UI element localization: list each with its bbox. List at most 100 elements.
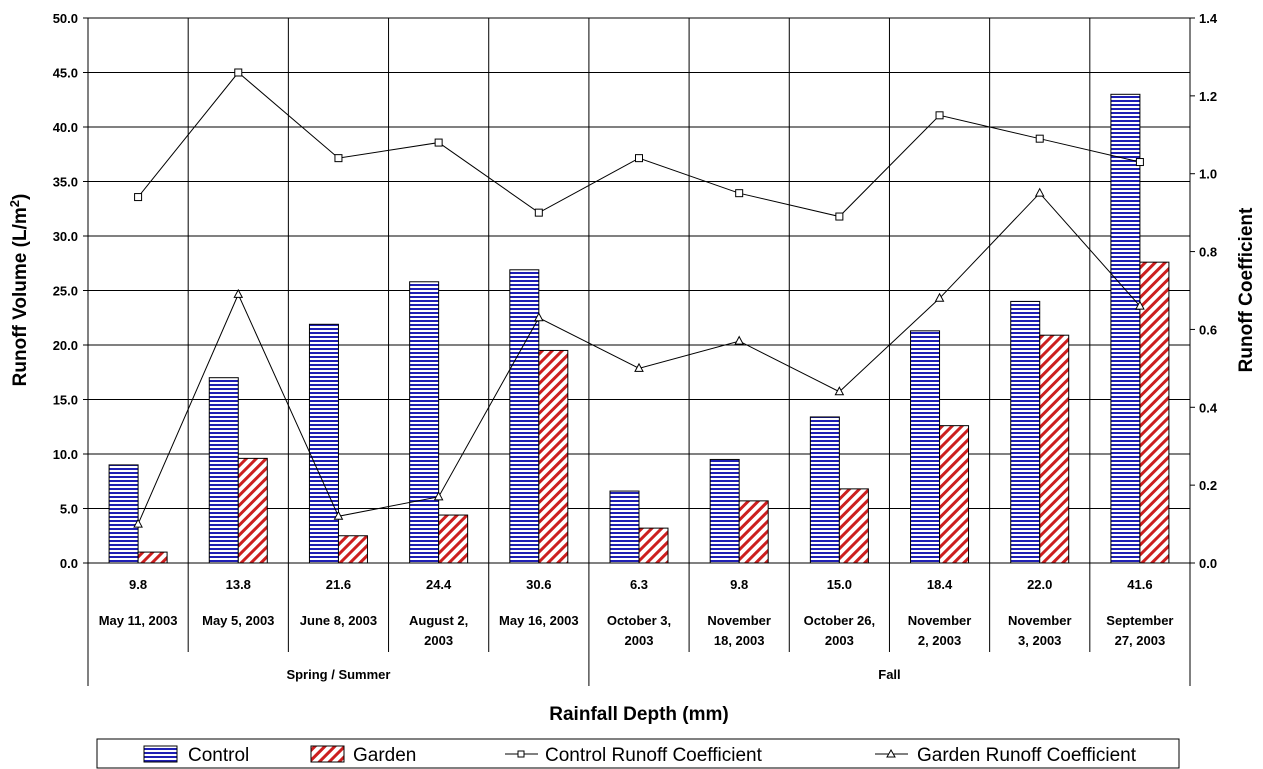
bar-garden (237, 457, 268, 564)
point-garden-coef (834, 386, 845, 396)
category-depth-label: 15.0 (827, 577, 852, 592)
group-label: Fall (878, 667, 900, 682)
bar-garden (738, 500, 769, 564)
y2-tick-label: 1.2 (1199, 89, 1217, 104)
y2-tick-label: 0.2 (1199, 478, 1217, 493)
point-control-coef (735, 189, 744, 198)
legend: Control Garden Control Runoff Coefficien… (96, 738, 1180, 769)
category-depth-label: 6.3 (630, 577, 648, 592)
point-garden-coef (433, 491, 444, 501)
bar-garden (838, 488, 869, 564)
y-tick-label: 0.0 (60, 556, 78, 571)
point-control-coef (1135, 158, 1144, 167)
y-tick-label: 50.0 (53, 11, 78, 26)
bar-control (609, 490, 640, 564)
bar-control (910, 330, 941, 564)
axes (83, 17, 1195, 686)
category-depth-label: 24.4 (426, 577, 452, 592)
bar-control (208, 377, 239, 564)
bar-control (709, 458, 740, 564)
point-garden-coef (1034, 187, 1045, 197)
bar-garden (438, 514, 469, 564)
category-labels: 9.8 May 11, 2003 13.8 May 5, 2003 21.6 June 8… (99, 577, 1174, 682)
category-date-label: November (908, 613, 972, 628)
point-control-coef (1035, 134, 1044, 143)
category-date-label: 18, 2003 (714, 633, 765, 648)
category-date-label: 3, 2003 (1018, 633, 1061, 648)
y2-axis-title: Runoff Coefficient (1236, 207, 1257, 372)
y-tick-label: 40.0 (53, 120, 78, 135)
y2-tick-label: 0.8 (1199, 245, 1217, 260)
legend-label-control-coef: Control Runoff Coefficient (545, 745, 763, 766)
bar-garden (137, 551, 168, 564)
y2-tick-label: 1.0 (1199, 167, 1217, 182)
bar-control (509, 269, 540, 564)
category-date-label: May 16, 2003 (499, 613, 579, 628)
bar-garden (1039, 334, 1070, 564)
y-axis-title-main: Runoff Volume (L/m (10, 207, 31, 386)
category-date-label: May 5, 2003 (202, 613, 274, 628)
y-tick-label: 45.0 (53, 66, 78, 81)
point-control-coef (534, 208, 543, 217)
bar-garden (939, 425, 970, 564)
point-control-coef (334, 154, 343, 163)
legend-label-garden: Garden (353, 745, 416, 766)
point-garden-coef (634, 362, 644, 372)
category-date-label: October 26, (804, 613, 876, 628)
category-date-label: August 2, (409, 613, 468, 628)
category-date-label: June 8, 2003 (300, 613, 377, 628)
point-garden-coef (233, 288, 244, 298)
legend-swatch-garden (310, 745, 345, 763)
bar-garden (638, 527, 669, 564)
legend-marker-control-coef (517, 750, 525, 758)
point-garden-coef (1135, 300, 1145, 310)
point-control-coef (134, 193, 143, 202)
bar-garden (337, 535, 368, 564)
bar-control (809, 416, 840, 564)
category-date-label: May 11, 2003 (99, 613, 178, 628)
legend-label-control: Control (188, 745, 249, 766)
category-date-label: 2003 (825, 633, 854, 648)
category-date-label: 2, 2003 (918, 633, 961, 648)
category-depth-label: 9.8 (129, 577, 147, 592)
bar-control (1010, 300, 1041, 564)
group-label: Spring / Summer (286, 667, 390, 682)
point-control-coef (935, 111, 944, 120)
category-depth-label: 41.6 (1127, 577, 1152, 592)
y-axis-ticks: 0.0 5.0 10.0 15.0 20.0 25.0 30.0 35.0 40.0 45.0 50… (53, 11, 78, 571)
y-tick-label: 5.0 (60, 502, 78, 517)
y2-axis-ticks: 0.0 0.2 0.4 0.6 0.8 1.0 1.2 1.4 (1199, 11, 1218, 571)
y-axis-title-end: ) (10, 194, 31, 200)
bar-garden (538, 349, 569, 564)
category-date-label: November (707, 613, 771, 628)
y-axis-title: Runoff Volume (L/m2) (7, 194, 32, 387)
y-tick-label: 30.0 (53, 229, 78, 244)
category-depth-label: 21.6 (326, 577, 351, 592)
bar-control (308, 323, 339, 564)
x-axis-title: Rainfall Depth (mm) (549, 704, 728, 725)
y2-tick-label: 1.4 (1199, 11, 1218, 26)
category-depth-label: 22.0 (1027, 577, 1052, 592)
legend-marker-garden-coef (886, 748, 896, 758)
category-depth-label: 18.4 (927, 577, 953, 592)
category-depth-label: 30.6 (526, 577, 551, 592)
point-control-coef (635, 154, 643, 163)
category-date-label: October 3, (607, 613, 671, 628)
y-tick-label: 35.0 (53, 175, 78, 190)
y-tick-label: 25.0 (53, 284, 78, 299)
y-tick-label: 20.0 (53, 338, 78, 353)
plot-frame (87, 17, 1191, 564)
point-control-coef (234, 68, 243, 77)
y-tick-label: 15.0 (53, 393, 78, 408)
bar-garden (1139, 261, 1170, 564)
point-garden-coef (734, 335, 745, 345)
category-depth-label: 13.8 (226, 577, 251, 592)
point-garden-coef (133, 518, 143, 528)
category-date-label: 2003 (625, 633, 654, 648)
point-control-coef (835, 212, 844, 221)
legend-box (96, 738, 1180, 769)
y2-tick-label: 0.4 (1199, 400, 1218, 415)
coefficient-lines (133, 68, 1145, 528)
point-control-coef (434, 138, 443, 147)
